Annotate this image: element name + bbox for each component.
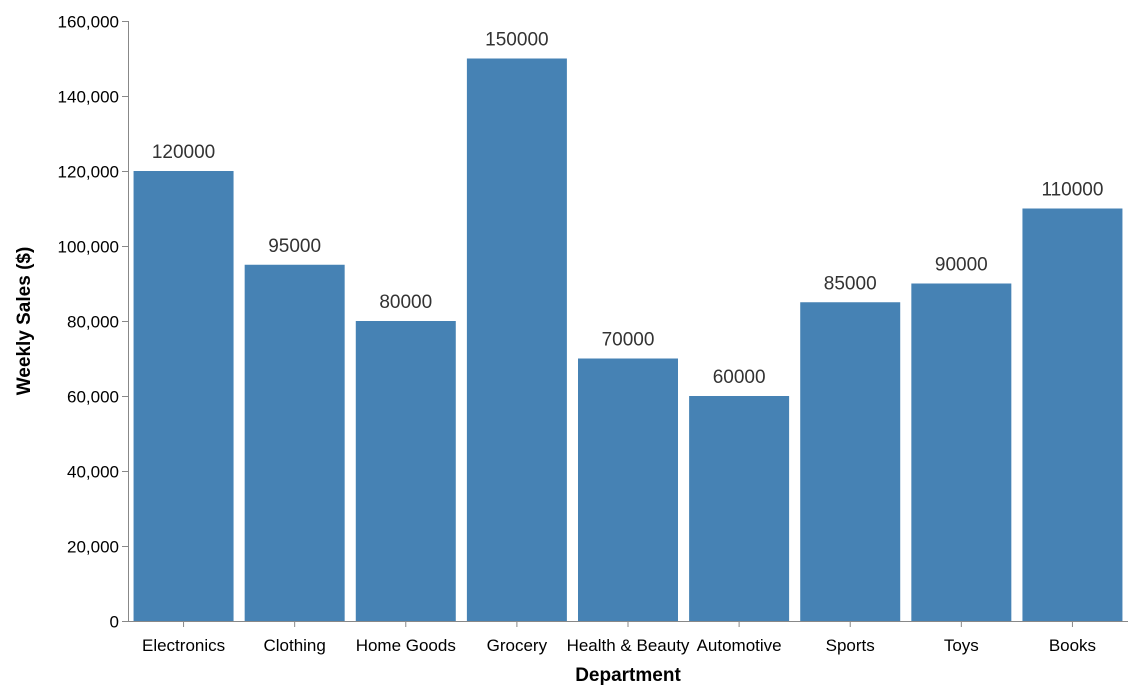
bar (800, 302, 901, 621)
bar-value-label: 150000 (485, 30, 548, 51)
bar-value-label: 110000 (1041, 180, 1103, 201)
y-tick-label: 140,000 (58, 88, 119, 107)
y-tick-label: 40,000 (67, 463, 119, 482)
bar-value-label: 70000 (602, 330, 655, 351)
bar (355, 321, 456, 621)
y-tick-label: 100,000 (58, 238, 119, 257)
bar (244, 264, 345, 621)
x-tick-label: Automotive (697, 636, 782, 655)
x-tick-label: Books (1049, 636, 1096, 655)
x-tick-label: Grocery (487, 636, 548, 655)
y-axis-title: Weekly Sales ($) (14, 247, 35, 396)
bar-value-label: 120000 (152, 142, 215, 163)
bar-value-label: 60000 (713, 367, 766, 388)
x-tick-label: Home Goods (356, 636, 456, 655)
bar-value-label: 85000 (824, 273, 877, 294)
bar (578, 358, 678, 621)
y-tick-label: 120,000 (58, 163, 119, 182)
bar (689, 396, 790, 621)
bar-value-label: 95000 (268, 236, 321, 257)
y-tick-label: 80,000 (67, 313, 119, 332)
value-labels: 120000 95000 80000 150000 70000 60000 85000 900… (152, 30, 1104, 389)
bar (911, 283, 1012, 621)
bars (133, 58, 1123, 621)
x-tick-label: Health & Beauty (567, 636, 690, 655)
y-tick-label: 0 (110, 613, 119, 632)
y-tick-label: 20,000 (67, 538, 119, 557)
bar-value-label: 90000 (935, 255, 988, 276)
bar-value-label: 80000 (379, 292, 432, 313)
x-axis: Electronics Clothing Home Goods Grocery Heal… (128, 621, 1128, 655)
x-tick-label: Electronics (142, 636, 225, 655)
bar (133, 171, 234, 621)
bar (466, 58, 567, 621)
x-tick-label: Clothing (263, 636, 325, 655)
y-tick-label: 160,000 (58, 13, 119, 32)
bar (1022, 208, 1123, 621)
y-axis: 0 20,000 40,000 60,000 80,000 100,000 120,000 1… (58, 13, 129, 632)
y-tick-label: 60,000 (67, 388, 119, 407)
x-tick-label: Toys (944, 636, 979, 655)
x-axis-title: Department (575, 665, 681, 686)
x-tick-label: Sports (826, 636, 875, 655)
